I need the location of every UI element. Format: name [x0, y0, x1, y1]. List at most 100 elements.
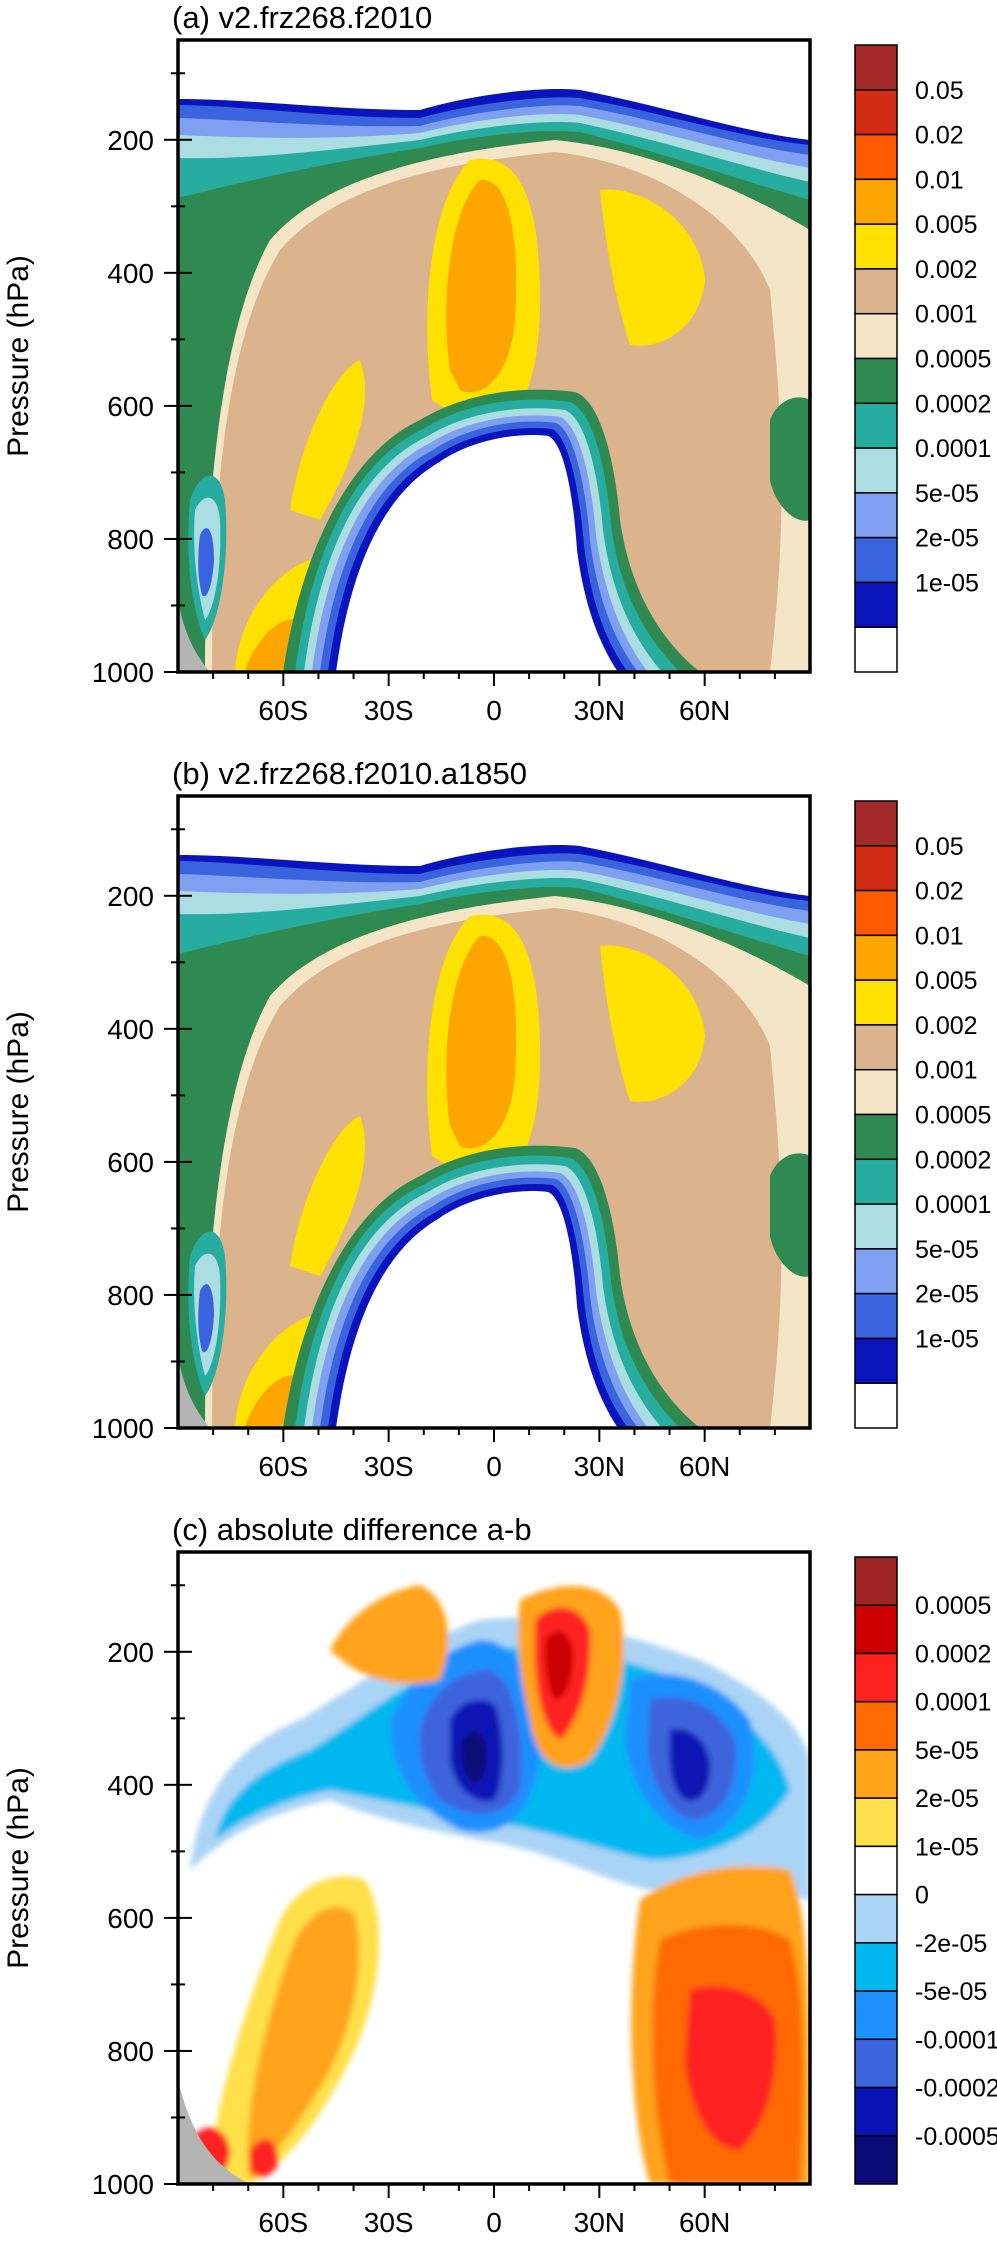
panel-c-colorbar-box: [854, 1797, 898, 1848]
panel-b-ytick-label: 400: [107, 1014, 154, 1045]
panel-a-nh-blob-0.0005: [770, 397, 810, 521]
panel-c-colorbar-label: 2e-05: [915, 1785, 979, 1813]
panel-a-colorbar-box: [854, 89, 898, 136]
panel-b-colorbar-label: 0.0005: [915, 1102, 991, 1130]
panel-b-title: (b) v2.frz268.f2010.a1850: [172, 756, 527, 791]
panel-b-ylabel: Pressure (hPa): [2, 1011, 35, 1213]
panel-b-nh-blob-0.0005: [770, 1153, 810, 1277]
panel-c-pos-nh-red: [685, 1986, 777, 2150]
panel-b-xtick-label: 0: [486, 1451, 502, 1482]
panel-a-colorbar-box: [854, 178, 898, 225]
panel-b-colorbar-box: [854, 1203, 898, 1250]
panel-a-ylabel: Pressure (hPa): [2, 255, 35, 457]
panel-c-field: [178, 1552, 810, 2184]
panel-b-colorbar-box: [854, 934, 898, 981]
panel-b-missing: [178, 1356, 210, 1428]
panel-c-missing: [178, 2080, 250, 2184]
panel-c-colorbar-box: [854, 1604, 898, 1655]
panel-a-colorbar-box: [854, 312, 898, 360]
panel-c-xtick-label: 0: [486, 2207, 502, 2238]
panel-b-sh-blob-2e-05: [198, 1284, 214, 1353]
panel-b-colorbar-label: 0.02: [915, 878, 964, 906]
panel-c-pos-top-dark: [544, 1631, 574, 1700]
panel-a-colorbar-label: 0.02: [915, 122, 964, 150]
panel-a-ytick-label: 1000: [92, 657, 154, 688]
panel-c-title: (c) absolute difference a-b: [172, 1512, 532, 1547]
panel-c-xaxis: 60S 30S 0 30N 60N: [212, 2184, 776, 2238]
panel-a: (a) v2.frz268.f2010: [2, 0, 991, 726]
panel-a-colorbar-box: [854, 402, 898, 449]
panel-c-colorbar: 0.0005 0.0002 0.0001 5e-05 2e-05 1e-05 0 -2e-05…: [854, 1556, 997, 2185]
panel-b-colorbar-box: [854, 889, 898, 937]
panel-b-colorbar-box: [854, 1024, 898, 1071]
panel-c-colorbar-box: [854, 1942, 898, 1992]
panel-c-ytick-label: 800: [107, 2036, 154, 2067]
panel-a-colorbar-label: 2e-05: [915, 525, 979, 553]
panel-c-xtick-label: 60S: [258, 2207, 308, 2238]
panel-b-colorbar-box: [854, 800, 898, 847]
panel-b: (b) v2.frz268.f2010.a1850: [2, 756, 991, 1482]
panel-c-neg-darkest: [461, 1732, 487, 1783]
panel-b-xaxis: 60S 30S 0 30N 60N: [212, 1428, 776, 1482]
panel-a-colorbar-box: [854, 357, 898, 405]
panel-b-xtick-label: 60S: [258, 1451, 308, 1482]
panel-b-colorbar-label: 0.05: [915, 833, 964, 861]
panel-c-colorbar-box: [854, 1700, 898, 1751]
panel-a-ytick-label: 600: [107, 391, 154, 422]
panel-a-blob-0.005-midleft: [290, 360, 366, 520]
panel-a-colorbar-box: [854, 133, 898, 181]
panel-a-yaxis: 200 400 600 800 1000: [92, 72, 192, 688]
panel-b-colorbar-label: 1e-05: [915, 1325, 979, 1353]
panel-a-xtick-label: 60S: [258, 695, 308, 726]
panel-c-colorbar-label: -2e-05: [915, 1930, 987, 1958]
panel-b-colorbar: 0.05 0.02 0.01 0.005 0.002 0.001 0.0005 0.0002 0…: [854, 800, 991, 1429]
panel-a-ytick-label: 200: [107, 125, 154, 156]
panel-b-xtick-label: 60N: [679, 1451, 730, 1482]
panel-c-ytick-label: 1000: [92, 2169, 154, 2200]
panel-c-colorbar-label: -5e-05: [915, 1978, 987, 2006]
panel-c-xtick-label: 30N: [574, 2207, 625, 2238]
panel-c-ytick-label: 200: [107, 1637, 154, 1668]
panel-c-colorbar-label: -0.0001: [915, 2026, 997, 2054]
panel-b-colorbar-label: 5e-05: [915, 1236, 979, 1264]
panel-c-ytick-label: 600: [107, 1903, 154, 1934]
panel-b-field: [178, 796, 810, 1428]
panel-a-colorbar-label: 0.05: [915, 77, 964, 105]
panel-c-ylabel: Pressure (hPa): [2, 1767, 35, 1969]
panel-c-xtick-label: 30S: [364, 2207, 414, 2238]
panel-b-blob-0.005-midleft: [290, 1116, 366, 1276]
panel-c-colorbar-label: 0.0001: [915, 1689, 991, 1717]
panel-c-colorbar-label: -0.0005: [915, 2123, 997, 2151]
panel-b-colorbar-box: [854, 1382, 898, 1429]
panel-c-colorbar-box: [854, 2086, 898, 2137]
panel-c-colorbar-box: [854, 1749, 898, 1799]
panel-b-colorbar-label: 0.0002: [915, 1146, 991, 1174]
panel-a-colorbar-box: [854, 492, 898, 539]
panel-a-colorbar-box: [854, 447, 898, 494]
panel-a-ytick-label: 400: [107, 258, 154, 289]
panel-b-blob-0.01-center: [446, 935, 517, 1149]
panel-a-colorbar: 0.05 0.02 0.01 0.005 0.002 0.001 0.0005 0.0002 0…: [854, 44, 991, 673]
panel-a-colorbar-label: 0.002: [915, 256, 978, 284]
panel-a-xtick-label: 0: [486, 695, 502, 726]
panel-b-tropo-hole: [336, 1191, 618, 1428]
panel-a-colorbar-box: [854, 536, 898, 584]
panel-b-colorbar-box: [854, 1337, 898, 1384]
panel-a-xaxis: 60S 30S 0 30N 60N: [212, 672, 776, 726]
panel-a-colorbar-box: [854, 223, 898, 270]
panel-b-ytick-label: 200: [107, 881, 154, 912]
panel-b-ytick-label: 600: [107, 1147, 154, 1178]
panel-c-colorbar-label: 0.0005: [915, 1592, 991, 1620]
panel-b-colorbar-box: [854, 1158, 898, 1205]
panel-b-colorbar-box: [854, 1113, 898, 1161]
panel-b-ytick-label: 1000: [92, 1413, 154, 1444]
panel-a-tropo-hole: [336, 435, 618, 672]
panel-c-neg-max: [450, 1700, 711, 1801]
panel-a-colorbar-box: [854, 626, 898, 673]
panel-b-xtick-label: 30S: [364, 1451, 414, 1482]
panel-c-colorbar-box: [854, 1845, 898, 1896]
panel-c-yaxis: 200 400 600 800 1000: [92, 1584, 192, 2200]
panel-b-ytick-label: 800: [107, 1280, 154, 1311]
panel-b-colorbar-box: [854, 1068, 898, 1116]
panel-b-colorbar-label: 2e-05: [915, 1281, 979, 1309]
